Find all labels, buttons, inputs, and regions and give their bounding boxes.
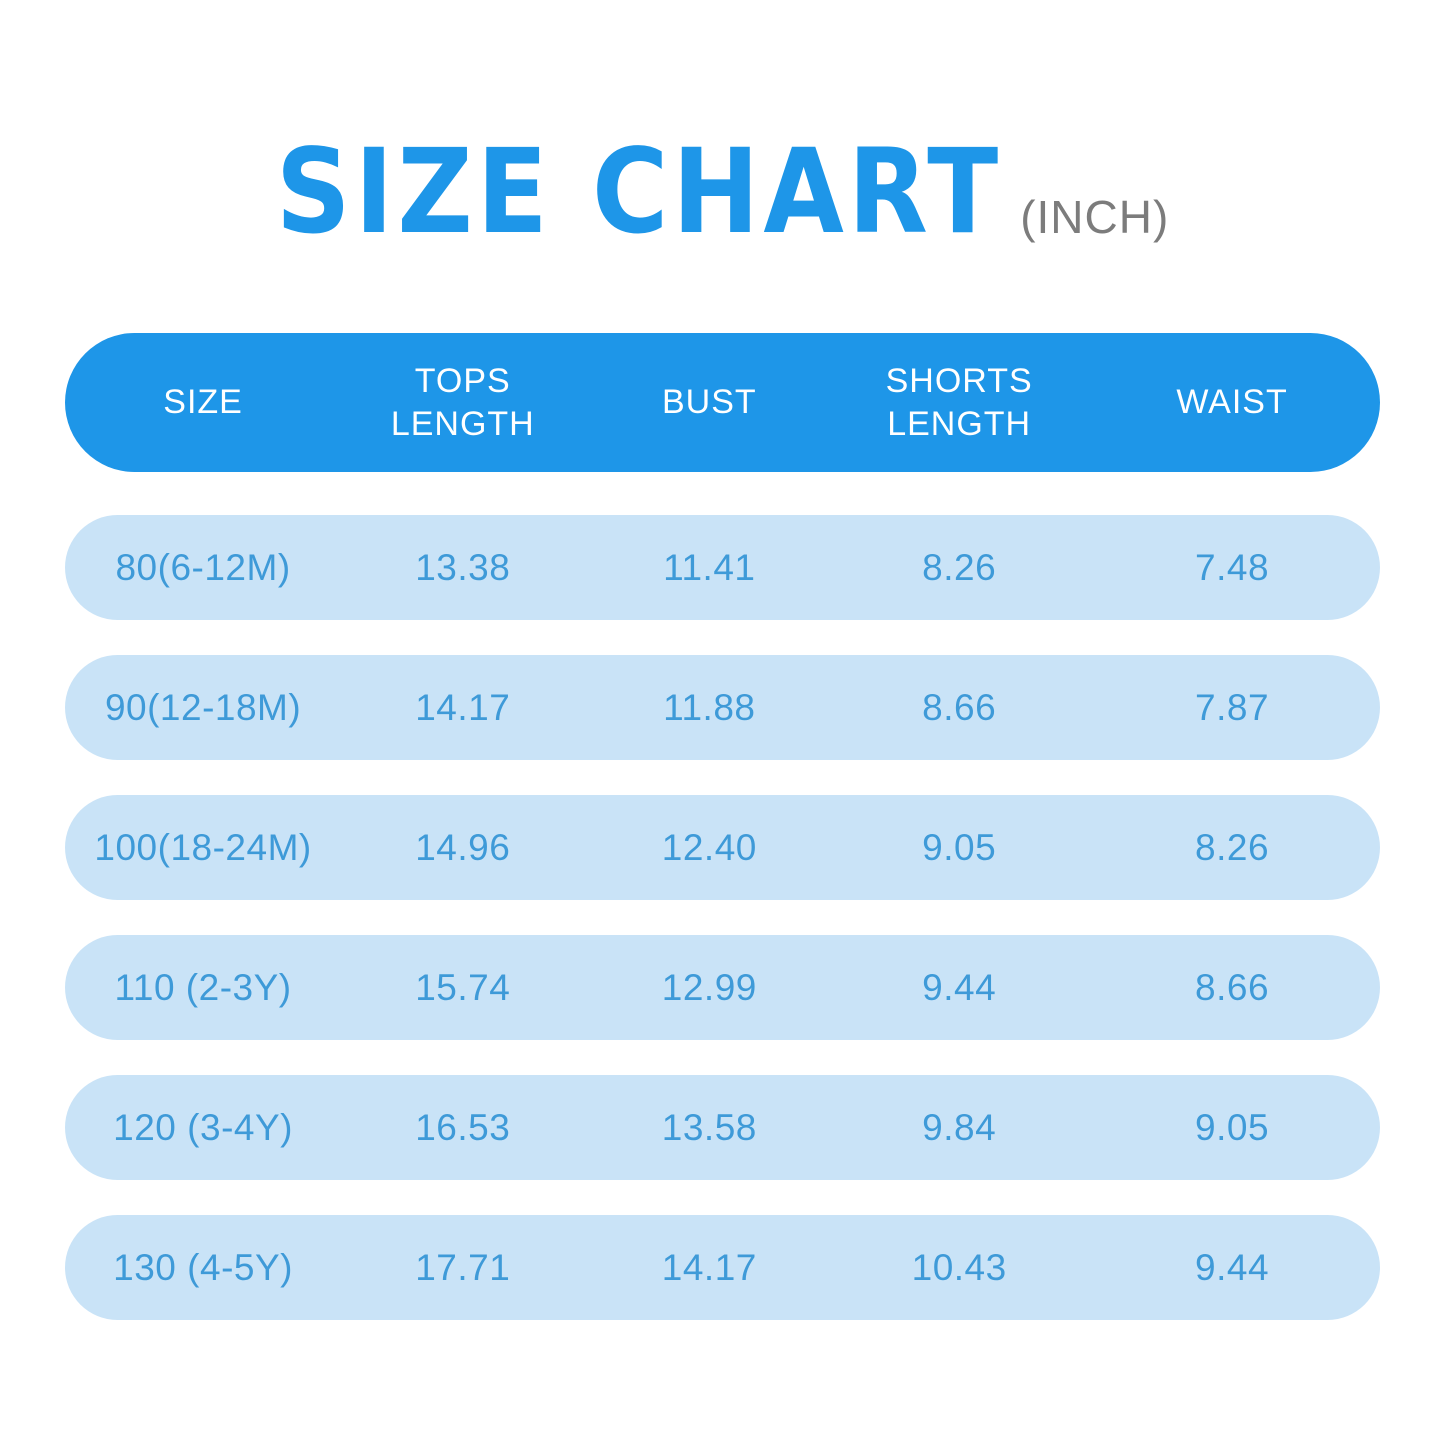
table-row: 130 (4-5Y) 17.71 14.17 10.43 9.44 bbox=[65, 1215, 1380, 1320]
cell-shorts-length: 8.26 bbox=[922, 546, 997, 588]
column-header-size: SIZE bbox=[163, 383, 243, 422]
cell-shorts-length: 10.43 bbox=[911, 1246, 1007, 1288]
cell-shorts-length: 8.66 bbox=[922, 686, 997, 728]
cell-bust: 13.58 bbox=[661, 1106, 757, 1148]
size-table: SIZE TOPS LENGTH BUST SHORTS LENGTH WAIS… bbox=[65, 333, 1380, 1320]
table-header-row: SIZE TOPS LENGTH BUST SHORTS LENGTH WAIS… bbox=[65, 333, 1380, 472]
cell-shorts-length: 9.84 bbox=[922, 1106, 997, 1148]
row-size-label: 90(12-18M) bbox=[104, 686, 302, 728]
cell-tops-length: 13.38 bbox=[415, 546, 511, 588]
cell-waist: 9.44 bbox=[1195, 1246, 1270, 1288]
cell-bust: 11.88 bbox=[663, 686, 756, 728]
table-row: 110 (2-3Y) 15.74 12.99 9.44 8.66 bbox=[65, 935, 1380, 1040]
table-row: 100(18-24M) 14.96 12.40 9.05 8.26 bbox=[65, 795, 1380, 900]
row-size-label: 130 (4-5Y) bbox=[113, 1246, 293, 1288]
cell-tops-length: 14.96 bbox=[415, 826, 511, 868]
row-size-label: 80(6-12M) bbox=[115, 546, 291, 588]
page-title: SIZE CHART (INCH) bbox=[0, 0, 1445, 250]
cell-bust: 11.41 bbox=[663, 546, 756, 588]
column-header-tops-length: TOPS LENGTH bbox=[390, 362, 535, 443]
column-header-waist: WAIST bbox=[1176, 383, 1288, 422]
cell-waist: 8.26 bbox=[1195, 826, 1270, 868]
title-text: SIZE CHART bbox=[275, 123, 1003, 261]
table-row: 90(12-18M) 14.17 11.88 8.66 7.87 bbox=[65, 655, 1380, 760]
cell-waist: 7.87 bbox=[1195, 686, 1270, 728]
cell-tops-length: 17.71 bbox=[415, 1246, 511, 1288]
cell-tops-length: 16.53 bbox=[415, 1106, 511, 1148]
cell-shorts-length: 9.05 bbox=[922, 826, 997, 868]
table-row: 80(6-12M) 13.38 11.41 8.26 7.48 bbox=[65, 515, 1380, 620]
cell-tops-length: 14.17 bbox=[415, 686, 511, 728]
cell-bust: 12.99 bbox=[661, 966, 757, 1008]
cell-shorts-length: 9.44 bbox=[922, 966, 997, 1008]
cell-bust: 14.17 bbox=[661, 1246, 757, 1288]
cell-bust: 12.40 bbox=[661, 826, 757, 868]
cell-waist: 7.48 bbox=[1195, 546, 1270, 588]
column-header-bust: BUST bbox=[661, 383, 757, 422]
title-unit-label: (INCH) bbox=[1020, 191, 1170, 243]
row-size-label: 110 (2-3Y) bbox=[114, 966, 292, 1008]
row-size-label: 100(18-24M) bbox=[94, 826, 312, 868]
cell-tops-length: 15.74 bbox=[415, 966, 511, 1008]
column-header-shorts-length: SHORTS LENGTH bbox=[885, 362, 1033, 443]
cell-waist: 9.05 bbox=[1195, 1106, 1270, 1148]
cell-waist: 8.66 bbox=[1195, 966, 1270, 1008]
table-row: 120 (3-4Y) 16.53 13.58 9.84 9.05 bbox=[65, 1075, 1380, 1180]
row-size-label: 120 (3-4Y) bbox=[113, 1106, 293, 1148]
